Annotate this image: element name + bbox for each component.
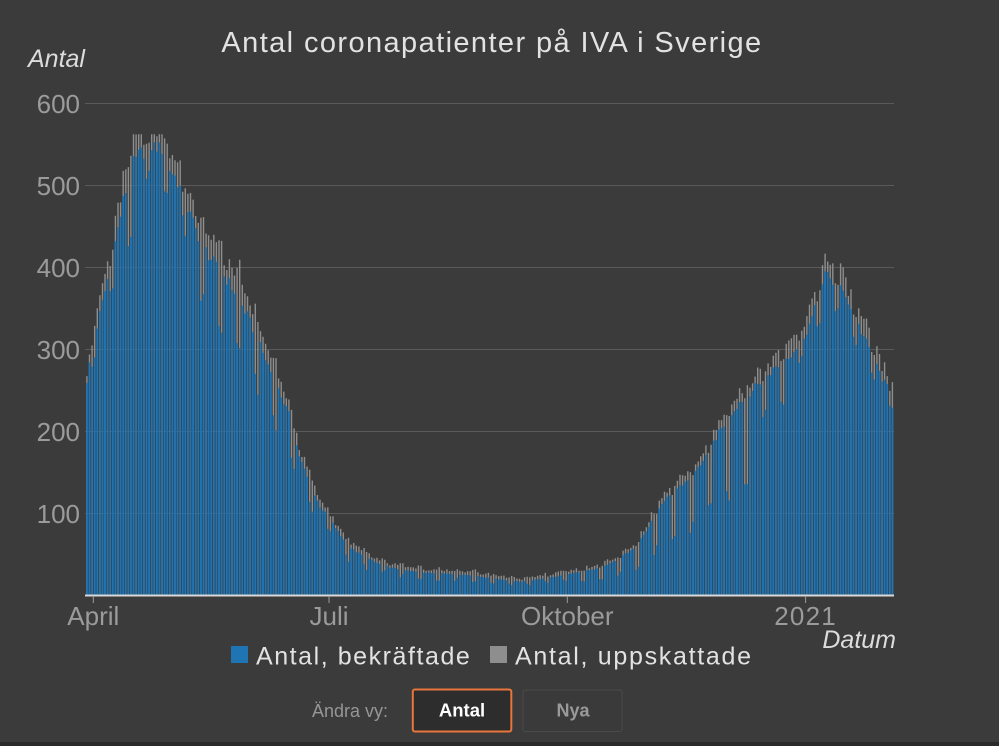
svg-text:500: 500 <box>37 171 80 201</box>
svg-text:Datum: Datum <box>822 626 896 654</box>
svg-text:Oktober: Oktober <box>521 601 614 631</box>
svg-text:Antal, uppskattade: Antal, uppskattade <box>515 643 753 671</box>
svg-text:Antal: Antal <box>439 700 485 721</box>
svg-text:200: 200 <box>37 417 80 447</box>
svg-text:Antal coronapatienter på IVA i: Antal coronapatienter på IVA i Sverige <box>221 27 762 59</box>
svg-text:600: 600 <box>37 89 80 119</box>
svg-text:300: 300 <box>37 335 80 365</box>
svg-text:Antal, bekräftade: Antal, bekräftade <box>256 643 471 671</box>
svg-text:Ändra vy:: Ändra vy: <box>312 701 388 721</box>
svg-text:100: 100 <box>37 499 80 529</box>
svg-text:Nya: Nya <box>556 701 590 721</box>
svg-text:April: April <box>67 601 119 631</box>
svg-text:400: 400 <box>37 253 80 283</box>
svg-text:2021: 2021 <box>774 601 837 631</box>
svg-text:Juli: Juli <box>309 601 348 631</box>
svg-text:Antal: Antal <box>26 45 86 73</box>
